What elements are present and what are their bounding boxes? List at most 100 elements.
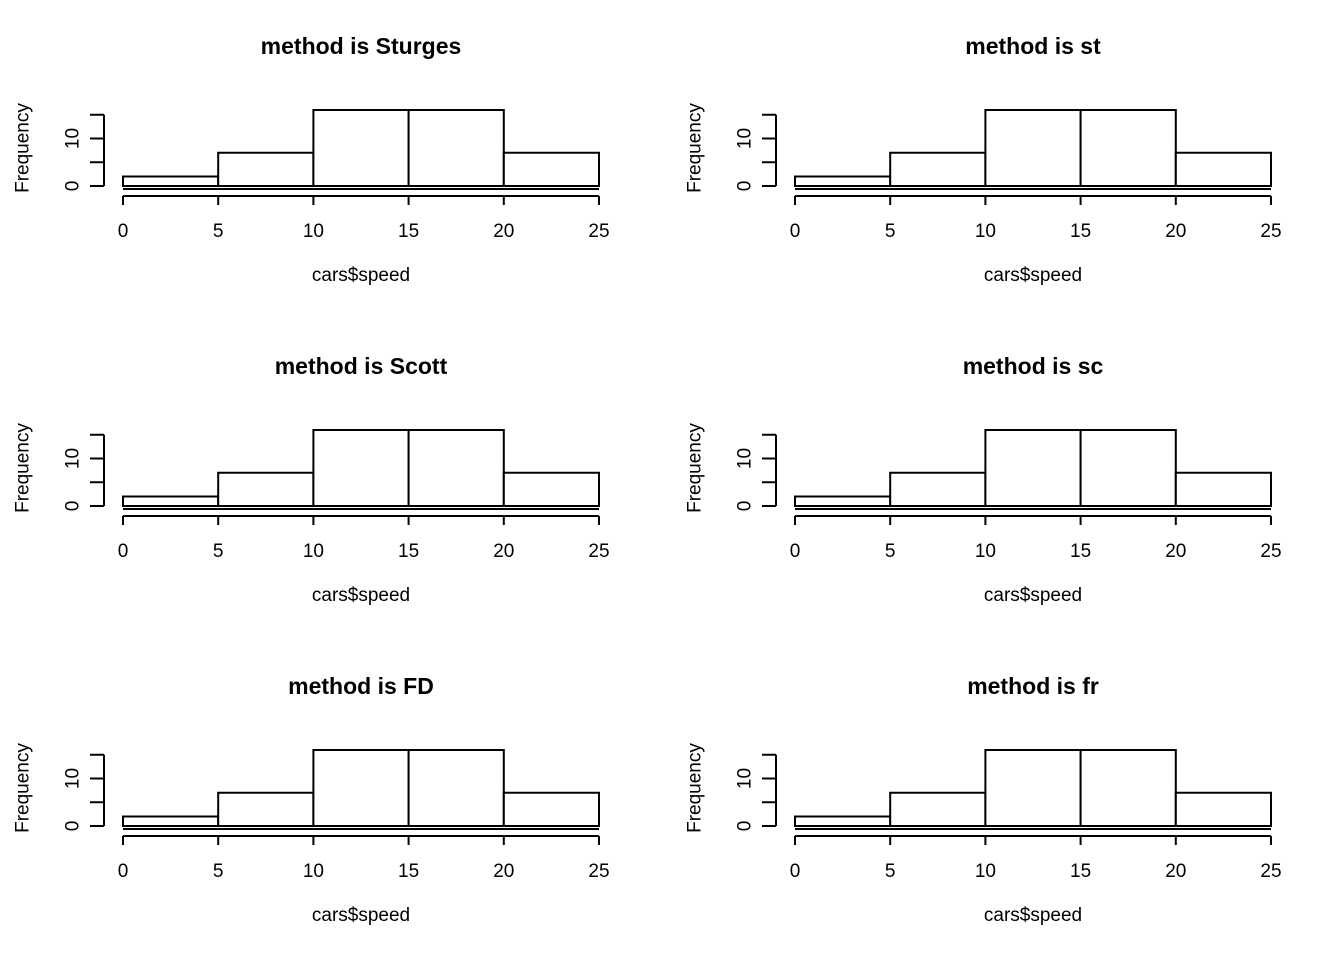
y-tick-label: 0 xyxy=(735,821,756,832)
x-tick-label: 15 xyxy=(1070,221,1091,242)
x-tick-label: 5 xyxy=(213,861,224,882)
x-axis-label: cars$speed xyxy=(312,905,410,926)
x-tick-label: 10 xyxy=(303,221,324,242)
y-tick-label: 0 xyxy=(63,821,84,832)
histogram-panel-5: method is FD 0 5 10 15 20 25 0 10 cars$speed Frequ… xyxy=(13,673,610,926)
histogram-bar xyxy=(1174,791,1272,827)
histogram-panel-1: method is Sturges 0 5 10 15 20 25 0 10 cars$speed… xyxy=(13,33,610,286)
x-tick-label: 0 xyxy=(790,541,801,562)
histogram-bar xyxy=(312,429,410,507)
x-tick-label: 20 xyxy=(1165,861,1186,882)
y-tick-label: 10 xyxy=(735,768,756,789)
histogram-bar xyxy=(1079,749,1177,827)
histogram-panel-3: method is Scott 0 5 10 15 20 25 0 10 cars$speed Fr… xyxy=(13,353,610,606)
y-tick-label: 10 xyxy=(63,768,84,789)
y-tick-label: 0 xyxy=(735,181,756,192)
y-tick-label: 10 xyxy=(63,448,84,469)
histogram-bar xyxy=(984,749,1082,827)
histogram-bar xyxy=(122,175,220,187)
x-tick-label: 0 xyxy=(790,861,801,882)
x-axis-label: cars$speed xyxy=(312,585,410,606)
histogram-panel-4: method is sc 0 5 10 15 20 25 0 10 cars$speed Frequ… xyxy=(685,353,1282,606)
x-tick-label: 25 xyxy=(588,861,609,882)
x-tick-label: 25 xyxy=(1260,861,1281,882)
x-tick-label: 0 xyxy=(790,221,801,242)
x-axis-label: cars$speed xyxy=(312,265,410,286)
x-tick-label: 10 xyxy=(975,861,996,882)
histogram-bar xyxy=(889,151,987,187)
y-tick-label: 10 xyxy=(63,128,84,149)
histogram-panel-6: method is fr 0 5 10 15 20 25 0 10 cars$speed Frequ… xyxy=(685,673,1282,926)
y-axis-label: Frequency xyxy=(13,423,34,513)
histogram-bar xyxy=(407,109,505,187)
x-tick-label: 15 xyxy=(398,541,419,562)
x-tick-label: 20 xyxy=(1165,541,1186,562)
histogram-bar xyxy=(217,471,315,507)
histogram-bar xyxy=(502,151,600,187)
y-tick-label: 0 xyxy=(63,181,84,192)
histogram-bar xyxy=(794,815,892,827)
y-axis-label: Frequency xyxy=(685,103,706,193)
x-tick-label: 20 xyxy=(493,861,514,882)
histogram-bar xyxy=(407,429,505,507)
x-tick-label: 0 xyxy=(118,221,129,242)
x-tick-label: 5 xyxy=(885,861,896,882)
y-tick-label: 0 xyxy=(63,501,84,512)
chart-title: method is FD xyxy=(288,673,434,699)
histogram-bar xyxy=(1174,471,1272,507)
histogram-bar xyxy=(984,429,1082,507)
histogram-bar xyxy=(889,471,987,507)
x-tick-label: 10 xyxy=(975,541,996,562)
y-tick-label: 10 xyxy=(735,128,756,149)
x-tick-label: 25 xyxy=(1260,541,1281,562)
chart-title: method is st xyxy=(965,33,1101,59)
x-tick-label: 25 xyxy=(588,221,609,242)
x-axis-label: cars$speed xyxy=(984,905,1082,926)
x-tick-label: 20 xyxy=(493,221,514,242)
histogram-bar xyxy=(217,151,315,187)
x-tick-label: 10 xyxy=(303,861,324,882)
histogram-bar xyxy=(1079,109,1177,187)
x-tick-label: 20 xyxy=(493,541,514,562)
chart-title: method is fr xyxy=(967,673,1099,699)
x-tick-label: 10 xyxy=(303,541,324,562)
histogram-panel-2: method is st 0 5 10 15 20 25 0 10 cars$speed Frequ… xyxy=(685,33,1282,286)
histogram-bar xyxy=(794,175,892,187)
x-axis-label: cars$speed xyxy=(984,585,1082,606)
x-tick-label: 15 xyxy=(398,221,419,242)
x-tick-label: 5 xyxy=(885,541,896,562)
histogram-bar xyxy=(1174,151,1272,187)
x-tick-label: 10 xyxy=(975,221,996,242)
x-tick-label: 15 xyxy=(398,861,419,882)
chart-title: method is sc xyxy=(963,353,1104,379)
histogram-bar xyxy=(502,791,600,827)
histogram-bar xyxy=(217,791,315,827)
x-axis-label: cars$speed xyxy=(984,265,1082,286)
histogram-bar xyxy=(407,749,505,827)
histogram-bar xyxy=(502,471,600,507)
y-axis-label: Frequency xyxy=(685,743,706,833)
x-tick-label: 0 xyxy=(118,541,129,562)
x-tick-label: 0 xyxy=(118,861,129,882)
x-tick-label: 25 xyxy=(588,541,609,562)
histogram-bar xyxy=(889,791,987,827)
y-tick-label: 10 xyxy=(735,448,756,469)
histogram-bar xyxy=(1079,429,1177,507)
histogram-bar xyxy=(122,815,220,827)
y-axis-label: Frequency xyxy=(13,103,34,193)
histogram-bar xyxy=(312,109,410,187)
x-tick-label: 5 xyxy=(213,221,224,242)
histogram-bar xyxy=(122,495,220,507)
chart-title: method is Scott xyxy=(275,353,448,379)
chart-title: method is Sturges xyxy=(261,33,462,59)
y-tick-label: 0 xyxy=(735,501,756,512)
x-tick-label: 25 xyxy=(1260,221,1281,242)
x-tick-label: 5 xyxy=(213,541,224,562)
y-axis-label: Frequency xyxy=(685,423,706,513)
histogram-bar xyxy=(984,109,1082,187)
y-axis-label: Frequency xyxy=(13,743,34,833)
x-tick-label: 20 xyxy=(1165,221,1186,242)
x-tick-label: 5 xyxy=(885,221,896,242)
histogram-bar xyxy=(794,495,892,507)
